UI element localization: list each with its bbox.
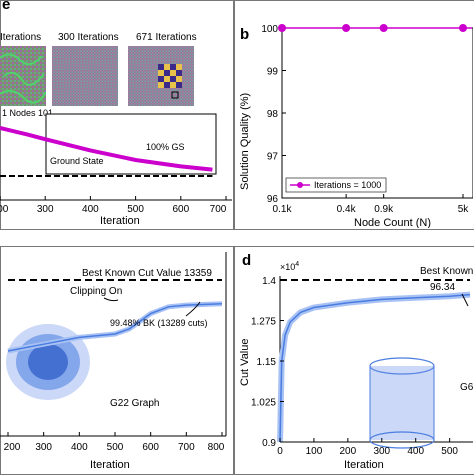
panel-b-ytick-label: 97	[267, 152, 279, 163]
panel-a-xtick-label: 200	[0, 204, 9, 215]
panel-d-xtick-label: 100	[306, 446, 323, 457]
panel-a-xtick-label: 500	[127, 204, 144, 215]
iter-label-1: Iterations	[0, 32, 42, 43]
main-plot	[0, 126, 213, 177]
panel-c-xtick-label: 300	[35, 442, 52, 453]
panel-d-xlabel: Iteration	[344, 459, 384, 471]
panel-b-ytick-label: 99	[267, 67, 279, 78]
panel-a-xticks: 200 300 400 500 600 700	[0, 196, 227, 215]
panel-b-yticks: 100 99 98 97 96	[261, 24, 278, 205]
panel-d-ylabel: Cut Value	[239, 339, 251, 387]
panel-b-legend: Iterations = 1000	[285, 177, 387, 193]
panel-c-series	[7, 278, 223, 354]
best-known-d: Best Known	[420, 266, 473, 277]
panel-d-yticks: 1.4 1.275 1.15 1.025 0.9	[251, 276, 284, 449]
panel-d-ytick-label: 1.025	[251, 398, 276, 409]
panel-b-ytick-label: 98	[267, 109, 279, 120]
panel-b-point	[342, 24, 351, 32]
panel-b-point	[459, 24, 467, 32]
iter-label-2: 300 Iterations	[58, 32, 119, 43]
panel-a-xtick-label: 600	[172, 204, 189, 215]
panel-c-xtick-label: 400	[71, 442, 88, 453]
panel-d-xtick-label: 500	[441, 446, 458, 457]
panel-b-xlabel: Node Count (N)	[354, 217, 431, 228]
panel-a-xtick-label: 300	[37, 204, 54, 215]
panel-d-xtick-label: 300	[373, 446, 390, 457]
iter-label-3: 671 Iterations	[136, 32, 197, 43]
panel-b-chart: 100 99 98 97 96 0.1k 0.4k 0.9k 5k Solution Qual…	[239, 24, 473, 228]
panel-c-xtick-label: 600	[142, 442, 159, 453]
panel-b-xtick-label: 0.9k	[374, 204, 394, 215]
panel-a-xtick-label: 400	[82, 204, 99, 215]
panel-a-series-line	[0, 126, 213, 172]
panel-b-legend-label: Iterations = 1000	[314, 180, 381, 190]
panel-a-frame	[0, 0, 234, 230]
best-known-c: Best Known Cut Value 13359	[82, 268, 212, 279]
panel-a-plot: 100% GS Ground State 200300400500600700 …	[0, 113, 232, 227]
iteration-image-1	[0, 46, 46, 106]
node-range-label: 1 Nodes 101	[2, 108, 54, 118]
panel-c-xtick-label: 500	[107, 442, 124, 453]
panel-d-xtick-label: 200	[340, 446, 357, 457]
panel-c-xtick-label: 200	[4, 442, 21, 453]
panel-b-xtick-label: 0.4k	[337, 204, 357, 215]
panel-c-xlabel: Iteration	[90, 459, 130, 471]
panel-d-chart: ×104 1.4 1.275 1.15 1.025 0.9 0 100 200 300 400 5…	[239, 261, 473, 471]
panel-b-ylabel: Solution Quality (%)	[239, 93, 251, 190]
panel-c-chart: 200 300 400 500 600 700 800 Best Known Cut Val…	[0, 252, 227, 471]
panel-b-series	[278, 24, 472, 32]
panel-d-ytick-label: 0.9	[262, 438, 276, 449]
panel-b-frame	[234, 0, 474, 230]
g22-graph-label: G22 Graph	[110, 398, 159, 409]
panel-b-xtick-label: 0.1k	[273, 204, 293, 215]
panel-c-xticks: 200 300 400 500 600 700 800	[4, 432, 225, 453]
panel-d-series	[277, 279, 471, 443]
panel-b-xticks: 0.1k 0.4k 0.9k 5k	[273, 194, 470, 215]
panel-b-ytick-label: 96	[267, 194, 279, 205]
panel-d-letter: d	[242, 252, 252, 269]
panel-d-xticks: 0 100 200 300 400 500	[277, 438, 458, 457]
panel-b-ytick-label: 100	[261, 24, 278, 35]
panel-d-ytick-label: 1.4	[262, 276, 276, 287]
g6-cylinder-image	[369, 357, 435, 449]
panel-c-series-line	[7, 302, 223, 352]
panel-c-xtick-label: 800	[208, 442, 225, 453]
panel-d-ytick-label: 1.275	[251, 317, 276, 328]
panel-a-letter: e	[2, 0, 11, 13]
panel-b-xtick-label: 5k	[458, 204, 470, 215]
panel-d-exponent: ×104	[280, 261, 299, 272]
g6-graph-label: G6	[460, 382, 473, 393]
ground-state-label: Ground State	[50, 156, 104, 166]
panel-b-letter: b	[240, 26, 250, 43]
inset-gs-label: 100% GS	[146, 142, 185, 152]
checkerboard-icon	[158, 64, 182, 88]
panel-a-xtick-label: 700	[210, 204, 227, 215]
panel-b-point	[379, 24, 388, 32]
panel-a-xlabel: Iteration	[100, 215, 140, 227]
panel-b-point	[278, 24, 286, 32]
panel-c-xtick-label: 700	[178, 442, 195, 453]
clipping-arrow	[103, 297, 119, 302]
panel-d-pct: 96.34	[430, 282, 455, 293]
panel-d-ytick-label: 1.15	[257, 357, 277, 368]
pct-bk-label: 99.48% BK (13289 cuts)	[110, 318, 208, 328]
clipping-label: Clipping On	[70, 286, 122, 297]
panel-d-xtick-label: 0	[277, 446, 283, 457]
panel-d-xtick-label: 400	[407, 446, 424, 457]
iteration-image-3	[128, 46, 194, 106]
iteration-image-2	[52, 46, 118, 106]
panel-d-series-line	[279, 293, 471, 443]
inset-plot	[45, 113, 217, 175]
pct-bk-arrow	[185, 301, 201, 317]
pct-arrow	[461, 293, 469, 307]
